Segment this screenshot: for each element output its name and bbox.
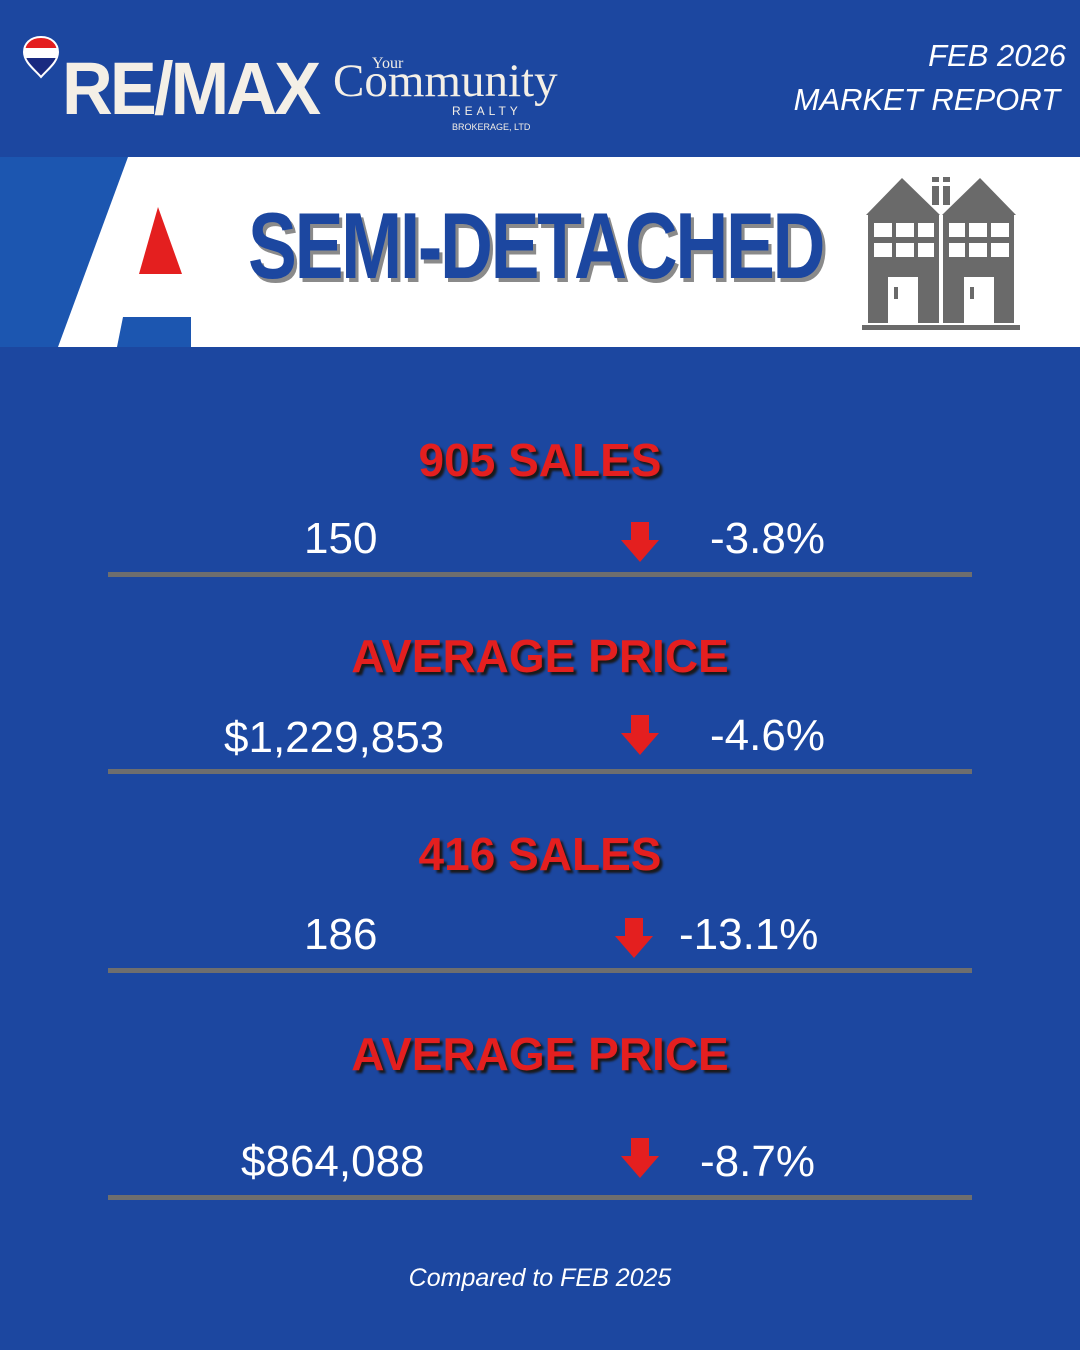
divider [108,769,972,774]
stat-title: 416 SALES [418,828,662,880]
brand-stripe-graphic [0,157,191,347]
brand-your: Your [372,55,404,72]
semi-detached-house-icon [862,177,1020,330]
arrow-down-icon [621,522,659,562]
stat-value: 150 [304,514,378,563]
stat-change: -8.7% [700,1137,815,1186]
stat-title: AVERAGE PRICE [351,1028,729,1080]
arrow-down-icon [621,715,659,755]
report-title: MARKET REPORT [793,82,1060,117]
brand-realty: REALTY [452,104,522,118]
hot-air-balloon-logo-icon [22,35,60,79]
category-title: SEMI-DETACHED [248,193,825,298]
divider [108,968,972,973]
brand-brokerage: BROKERAGE, LTD [452,122,531,132]
stat-change: -4.6% [710,711,825,760]
arrow-down-icon [615,918,653,958]
brand-logo-text: RE/MAX [62,47,321,130]
divider [108,1195,972,1200]
stat-value: $864,088 [241,1137,425,1186]
stat-title: AVERAGE PRICE [351,630,729,682]
stat-title: 905 SALES [418,434,662,486]
stat-value: $1,229,853 [224,713,445,762]
stat-value: 186 [304,910,378,959]
header: RE/MAX Your Community REALTY BROKERAGE, … [0,0,1080,157]
brand-community: Community [333,55,558,107]
stat-change: -3.8% [710,514,825,563]
arrow-down-icon [621,1138,659,1178]
report-date: FEB 2026 [928,38,1066,73]
divider [108,572,972,577]
category-banner: SEMI-DETACHED [0,157,1080,347]
comparison-footnote: Compared to FEB 2025 [408,1264,672,1292]
stat-change: -13.1% [679,910,819,959]
